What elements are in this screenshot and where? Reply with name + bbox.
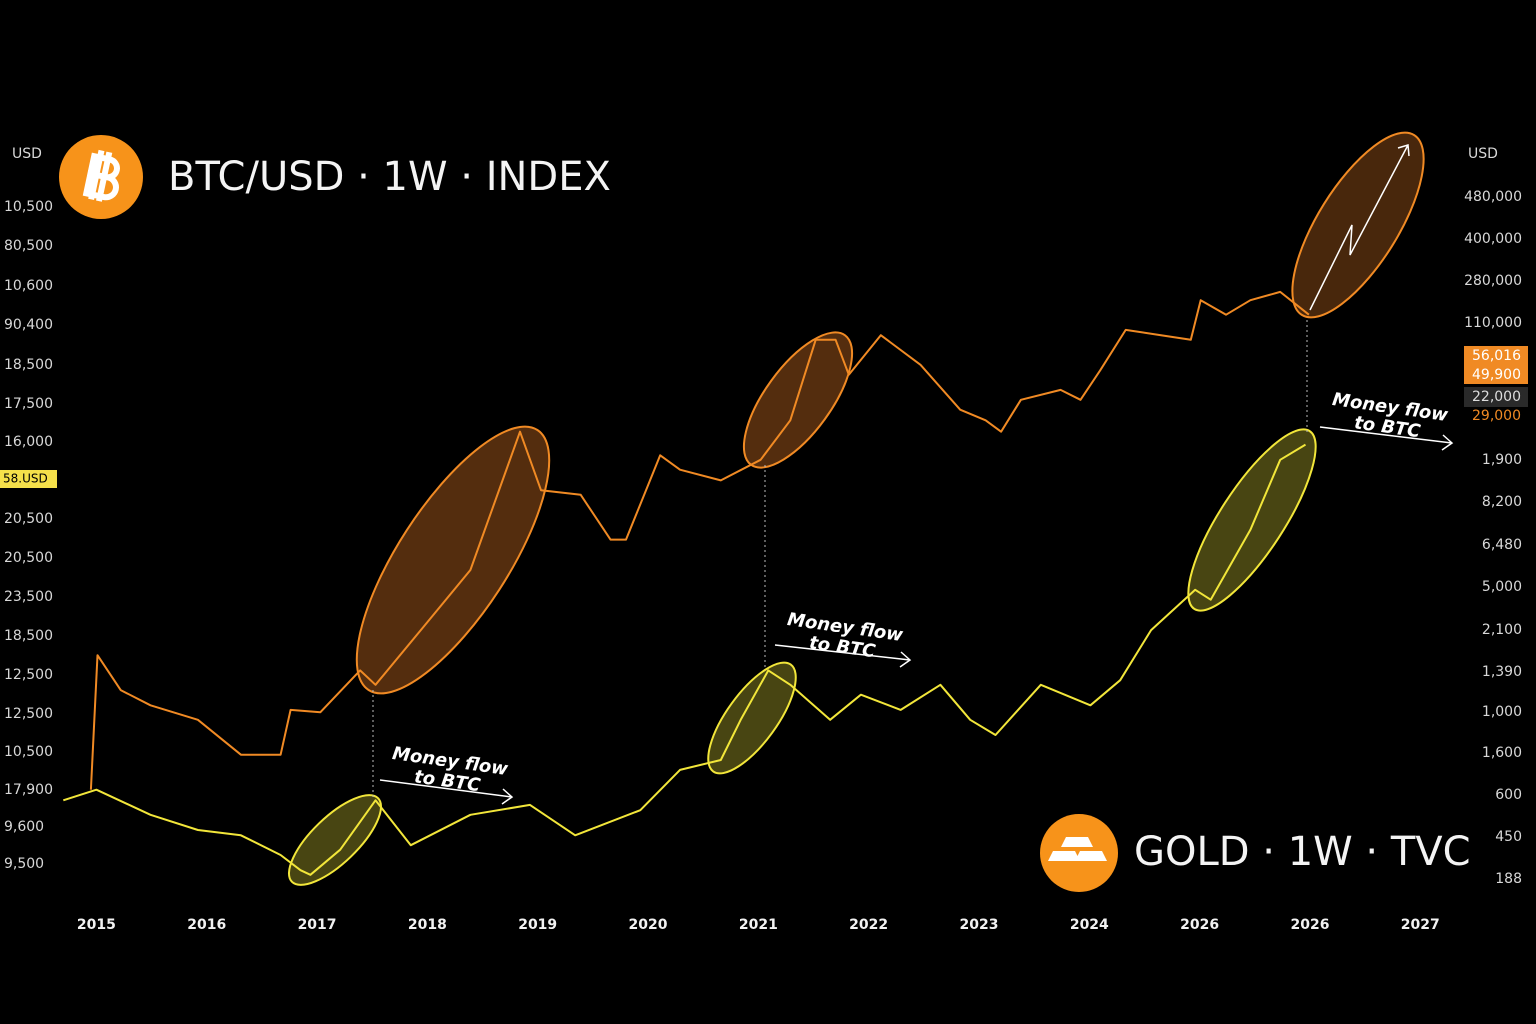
y2-axis-label: 1,390 xyxy=(1482,664,1522,680)
y2-axis-label: 600 xyxy=(1495,787,1522,803)
y2-axis-label: 6,480 xyxy=(1482,537,1522,553)
y2-highlight-box xyxy=(1464,387,1528,407)
y2-axis-label: 450 xyxy=(1495,829,1522,845)
y-axis-label: 9,500 xyxy=(4,856,44,872)
btc-icon-glyph xyxy=(82,149,120,202)
y2-highlight-box xyxy=(1464,346,1528,384)
y2-axis-label: 1,000 xyxy=(1482,704,1522,720)
gold-icon xyxy=(1040,814,1118,892)
y-axis-label: 12,500 xyxy=(4,706,53,722)
y-axis-label: 20,500 xyxy=(4,550,53,566)
y2-axis-unit: USD xyxy=(1468,146,1498,162)
x-tick-label: 2022 xyxy=(849,917,888,933)
y2-axis-label: 188 xyxy=(1495,871,1522,887)
x-tick-label: 2019 xyxy=(518,917,557,933)
y-axis-label: 17,900 xyxy=(4,782,53,798)
x-tick-label: 2015 xyxy=(77,917,116,933)
y2-axis-label: 1,900 xyxy=(1482,452,1522,468)
y-axis-label: 17,500 xyxy=(4,396,53,412)
series-line xyxy=(62,443,1307,876)
y-axis-unit: USD xyxy=(12,146,42,162)
y-axis-label: 10,500 xyxy=(4,199,53,215)
y-axis-label: 10,600 xyxy=(4,278,53,294)
arrow xyxy=(774,644,912,668)
highlight-shapes xyxy=(287,131,1454,886)
y-axis-label: 18,500 xyxy=(4,628,53,644)
y-axis-label: 18,500 xyxy=(4,357,53,373)
gold-highlight xyxy=(1187,428,1317,612)
x-tick-label: 2026 xyxy=(1180,917,1219,933)
y-axis-label: 20,500 xyxy=(4,511,53,527)
y2-highlight: 22,000 xyxy=(1472,389,1521,405)
y2-highlight: 49,900 xyxy=(1472,367,1521,383)
arrow xyxy=(1309,144,1410,311)
x-tick-label: 2023 xyxy=(960,917,999,933)
y2-axis-label: 280,000 xyxy=(1464,273,1522,289)
y2-axis-label: 5,000 xyxy=(1482,579,1522,595)
x-tick-label: 2016 xyxy=(187,917,226,933)
y-axis-label: 16,000 xyxy=(4,434,53,450)
y-axis-label: 80,500 xyxy=(4,238,53,254)
y2-highlight: 29,000 xyxy=(1472,408,1521,424)
x-tick-label: 2026 xyxy=(1290,917,1329,933)
y-axis-label: 90,400 xyxy=(4,317,53,333)
y-highlight-box xyxy=(0,470,57,488)
x-tick-label: 2017 xyxy=(298,917,337,933)
gold-icon-bars xyxy=(1048,837,1107,861)
y2-axis-label: 400,000 xyxy=(1464,231,1522,247)
y2-axis-label: 8,200 xyxy=(1482,494,1522,510)
y-axis-label: 9,600 xyxy=(4,819,44,835)
btc-highlight xyxy=(355,425,551,695)
x-tick-label: 2020 xyxy=(629,917,668,933)
series-line xyxy=(89,290,1310,790)
y2-axis-label: 2,100 xyxy=(1482,622,1522,638)
btc-title: BTC/USD · 1W · INDEX xyxy=(168,154,611,200)
y2-axis-label: 1,600 xyxy=(1482,745,1522,761)
gold-highlight xyxy=(707,661,797,775)
btc-icon xyxy=(59,135,143,219)
gold-title: GOLD · 1W · TVC xyxy=(1134,829,1471,875)
arrow xyxy=(379,779,514,805)
x-tick-label: 2021 xyxy=(739,917,778,933)
y-highlight: 58.USD xyxy=(3,472,48,486)
x-tick-label: 2018 xyxy=(408,917,447,933)
x-tick-label: 2024 xyxy=(1070,917,1109,933)
y2-axis-label: 110,000 xyxy=(1464,315,1522,331)
y-axis-label: 23,500 xyxy=(4,589,53,605)
y-axis-label: 10,500 xyxy=(4,744,53,760)
x-tick-label: 2027 xyxy=(1401,917,1440,933)
arrow xyxy=(1319,426,1454,451)
y-axis-label: 12,500 xyxy=(4,667,53,683)
gold-highlight xyxy=(287,794,383,886)
y2-highlight: 56,016 xyxy=(1472,348,1521,364)
flow-arrows xyxy=(379,144,1454,805)
y2-axis-label: 480,000 xyxy=(1464,189,1522,205)
